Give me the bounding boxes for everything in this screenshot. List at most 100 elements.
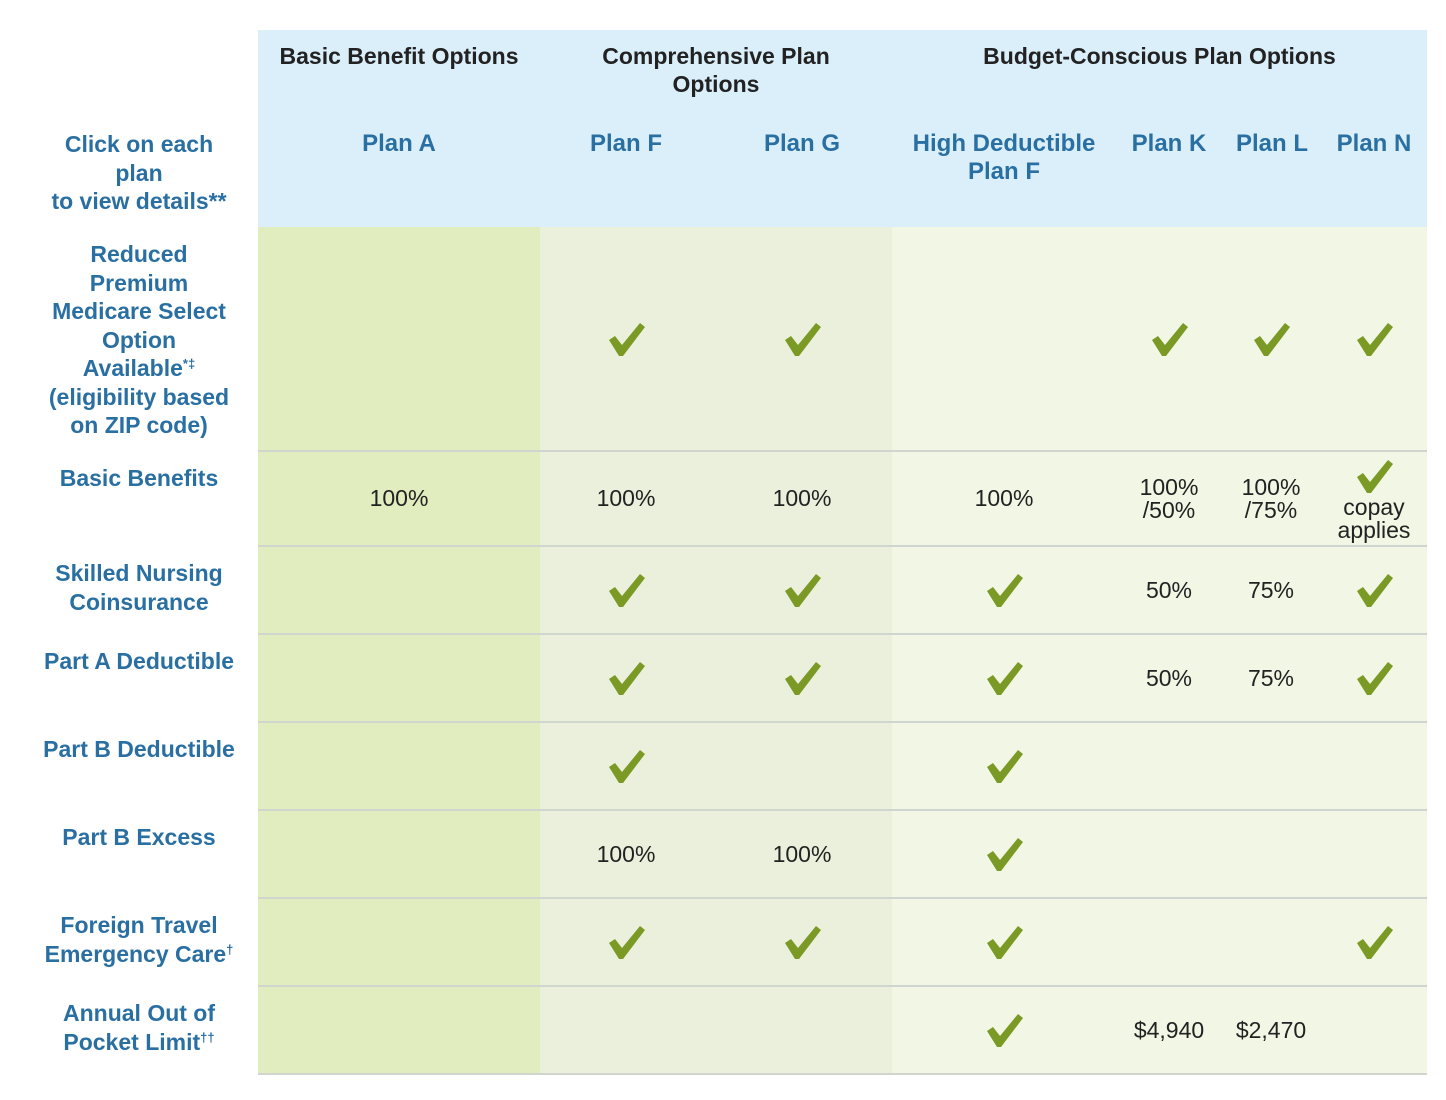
cell-text: $2,470 [1235, 1016, 1307, 1043]
plan-n-link[interactable]: Plan N [1336, 130, 1412, 157]
group-header-comprehensive: Comprehensive Plan Options [602, 43, 830, 97]
cell-basic-plan-n: copay applies [1324, 452, 1424, 545]
cell-text: /75% [1244, 496, 1298, 523]
row-divider [258, 897, 1427, 899]
plan-high-deductible-f-link[interactable]: High Deductible Plan F [912, 130, 1096, 185]
cell-parta-plan-l: 75% [1226, 635, 1316, 721]
cell-text: 100% [772, 840, 832, 867]
cell-excess-plan-f: 100% [566, 811, 686, 897]
check-icon [609, 574, 645, 607]
cell-parta-plan-f [566, 635, 686, 721]
cell-snf-plan-k: 50% [1124, 547, 1214, 633]
check-icon [1254, 322, 1290, 356]
cell-basic-plan-l: 100%/75% [1226, 452, 1316, 545]
row-label-line: Emergency Care† [44, 940, 234, 967]
group-header-budget: Budget-Conscious Plan Options [983, 43, 1336, 69]
basic-column-background [258, 227, 540, 1075]
cell-snf-plan-hdf [904, 547, 1104, 633]
row-divider [258, 633, 1427, 635]
row-divider [258, 1073, 1427, 1075]
row-label-line: Annual Out of [62, 1000, 216, 1026]
row-label-skilled-nursing: Skilled Nursing Coinsurance [10, 559, 268, 616]
row-label-basic-benefits: Basic Benefits [10, 464, 268, 493]
cell-basic-plan-k: 100%/50% [1124, 452, 1214, 545]
instruction-line-2: to view details** [51, 188, 227, 214]
cell-oop-plan-l: $2,470 [1226, 987, 1316, 1073]
plan-l-link[interactable]: Plan L [1235, 130, 1308, 157]
check-icon [609, 750, 645, 783]
row-label-part-a-deductible: Part A Deductible [10, 647, 268, 676]
cell-basic-plan-g: 100% [742, 452, 862, 545]
cell-select-plan-l [1226, 227, 1316, 450]
cell-text: 100% [369, 485, 429, 511]
comprehensive-column-background [540, 227, 892, 1075]
check-icon [785, 322, 821, 356]
check-icon [609, 322, 645, 356]
cell-text: $4,940 [1133, 1016, 1205, 1043]
cell-snf-plan-l: 75% [1226, 547, 1316, 633]
cell-text-stack: 100%/75% [1241, 473, 1301, 523]
check-icon [1357, 662, 1393, 695]
cell-select-plan-g [742, 227, 862, 450]
row-divider [258, 545, 1427, 547]
cell-select-plan-k [1124, 227, 1214, 450]
check-icon [987, 662, 1023, 695]
cell-select-plan-f [566, 227, 686, 450]
check-icon [609, 662, 645, 695]
cell-basic-plan-a: 100% [299, 452, 499, 545]
cell-text: 75% [1247, 664, 1295, 691]
budget-column-background [892, 227, 1427, 1075]
cell-partb-plan-hdf [904, 723, 1104, 809]
copay-stack: copay applies [1338, 456, 1410, 542]
row-label-line: Option [101, 326, 177, 353]
row-label-line: Coinsurance [69, 588, 209, 615]
check-icon [987, 838, 1023, 871]
check-icon [987, 926, 1023, 959]
cell-parta-plan-g [742, 635, 862, 721]
cell-excess-plan-hdf [904, 811, 1104, 897]
check-icon [987, 1014, 1023, 1047]
cell-partb-plan-f [566, 723, 686, 809]
cell-text: copay [1343, 493, 1405, 520]
cell-text: 50% [1145, 664, 1193, 691]
row-label-line: (eligibility based [48, 383, 230, 410]
check-icon [785, 574, 821, 607]
cell-excess-plan-g: 100% [742, 811, 862, 897]
plan-details-instruction: Click on each plan to view details** [10, 130, 268, 216]
plan-f-link[interactable]: Plan F [589, 130, 662, 157]
row-label-part-b-excess: Part B Excess [10, 823, 268, 852]
check-icon [1357, 322, 1393, 356]
check-icon [1356, 459, 1393, 493]
row-label-line: Part A Deductible [44, 648, 234, 674]
cell-text-stack: 100%/50% [1140, 475, 1199, 523]
plan-g-link[interactable]: Plan G [763, 130, 841, 157]
cell-snf-plan-f [566, 547, 686, 633]
row-label-line: Reduced [90, 241, 188, 267]
cell-parta-plan-n [1324, 635, 1424, 721]
cell-text: 50% [1145, 576, 1193, 603]
plan-a-link[interactable]: Plan A [362, 130, 436, 157]
table-header-band [258, 30, 1427, 227]
row-label-line: Part B Deductible [43, 736, 235, 762]
cell-text: 100% [974, 485, 1034, 511]
check-icon [987, 750, 1023, 783]
check-icon [1357, 926, 1393, 959]
cell-travel-plan-hdf [904, 899, 1104, 985]
row-label-out-of-pocket: Annual Out of Pocket Limit†† [10, 999, 268, 1056]
cell-text: 75% [1247, 576, 1295, 603]
cell-basic-plan-hdf: 100% [904, 452, 1104, 545]
cell-text: /50% [1142, 496, 1196, 523]
row-label-line: Part B Excess [62, 824, 216, 850]
row-label-part-b-deductible: Part B Deductible [10, 735, 268, 764]
cell-text: 100% [596, 840, 656, 867]
cell-snf-plan-g [742, 547, 862, 633]
cell-travel-plan-g [742, 899, 862, 985]
cell-oop-plan-hdf [904, 987, 1104, 1073]
row-label-line: Pocket Limit†† [63, 1028, 215, 1055]
plan-k-link[interactable]: Plan K [1131, 130, 1207, 157]
cell-text: 100% [1241, 473, 1301, 500]
cell-parta-plan-k: 50% [1124, 635, 1214, 721]
row-divider [258, 721, 1427, 723]
row-label-line: Premium [89, 269, 189, 296]
row-label-line: on ZIP code) [70, 412, 208, 438]
